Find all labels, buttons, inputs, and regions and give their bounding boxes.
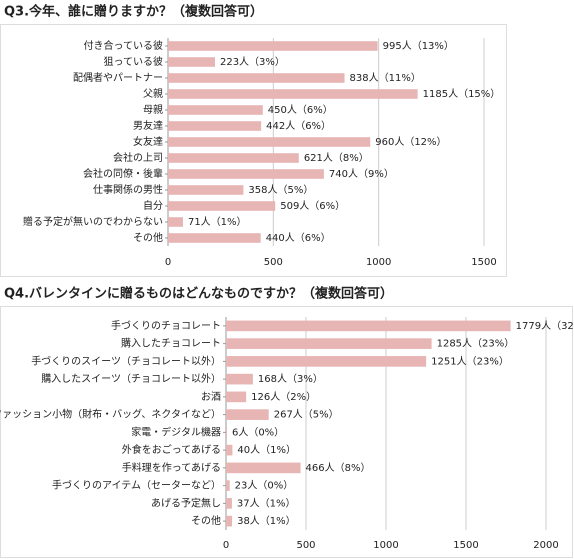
bar (226, 338, 432, 349)
x-tick-label: 2000 (533, 540, 558, 551)
y-tick-label: 贈る予定が無いのでわからない (23, 215, 163, 228)
bar (226, 391, 247, 403)
value-label: 621人（8%） (304, 152, 369, 164)
value-label: 740人（9%） (329, 168, 394, 180)
value-label: 38人（1%） (237, 515, 296, 527)
x-tick-label: 1000 (373, 540, 398, 551)
value-label: 1251人（23%） (431, 355, 509, 367)
x-tick-label: 1500 (471, 257, 496, 268)
value-label: 71人（1%） (188, 216, 247, 228)
y-tick-label: 狙っている彼 (104, 55, 164, 68)
value-label: 6人（0%） (232, 426, 284, 438)
bar (226, 515, 233, 527)
y-tick-label: 外食をおごってあげる (122, 443, 221, 456)
value-label: 466人（8%） (306, 462, 371, 474)
bar (226, 498, 232, 509)
bar (226, 480, 230, 491)
bar (168, 201, 276, 211)
y-tick-label: 女友達 (133, 135, 163, 148)
y-tick-label: お酒 (201, 391, 221, 403)
value-label: 1185人（15%） (423, 88, 501, 100)
value-label: 223人（3%） (220, 56, 285, 68)
bar (168, 105, 263, 115)
bar (168, 233, 261, 243)
x-tick-label: 0 (223, 540, 229, 551)
bar (168, 217, 183, 227)
y-tick-label: 付き合っている彼 (84, 39, 164, 52)
bar (226, 373, 253, 385)
value-label: 450人（6%） (268, 104, 333, 116)
y-tick-label: 配偶者やパートナー (73, 71, 163, 84)
y-tick-label: 母親 (143, 103, 163, 116)
bar (168, 57, 215, 67)
value-label: 1285人（23%） (437, 338, 515, 350)
y-tick-label: 家電・デジタル機器 (131, 425, 221, 438)
bar (168, 121, 262, 131)
y-tick-label: 手料理を作ってあげる (122, 461, 221, 474)
value-label: 838人（11%） (350, 72, 421, 84)
value-label: 168人（3%） (258, 373, 323, 385)
y-tick-label: その他 (191, 514, 221, 527)
y-tick-label: 手づくりのスイーツ（チョコレート以外） (31, 354, 221, 367)
y-tick-label: 父親 (143, 87, 163, 100)
value-label: 358人（5%） (248, 184, 313, 196)
y-tick-label: 会社の上司 (113, 151, 163, 164)
y-tick-label: 手づくりのアイテム（セーターなど） (52, 479, 221, 492)
value-label: 23人（0%） (235, 480, 294, 492)
y-tick-label: 自分 (143, 199, 163, 212)
chart-title: Q3.今年、誰に贈りますか？（複数回答可） (4, 4, 263, 20)
x-tick-label: 1000 (366, 257, 391, 268)
bar (168, 137, 371, 147)
y-tick-label: 手づくりのチョコレート (111, 319, 221, 332)
panel-frame (0, 306, 573, 558)
bar (226, 356, 427, 367)
bar (226, 462, 301, 474)
bar (168, 41, 378, 51)
y-tick-label: あげる予定無し (151, 496, 221, 509)
y-tick-label: 購入したチョコレート (121, 337, 221, 350)
value-label: 442人（6%） (266, 120, 331, 132)
x-tick-label: 0 (165, 257, 171, 268)
panel-frame (0, 24, 507, 277)
x-tick-label: 500 (264, 257, 283, 268)
value-label: 440人（6%） (266, 232, 331, 244)
bar (226, 320, 511, 332)
y-tick-label: 購入したスイーツ（チョコレート以外） (41, 372, 221, 385)
y-tick-label: 男友達 (133, 119, 163, 132)
value-label: 509人（6%） (280, 200, 345, 212)
value-label: 37人（1%） (237, 497, 296, 509)
y-tick-label: 会社の同僚・後輩 (83, 167, 163, 180)
bar (168, 185, 244, 195)
value-label: 995人（13%） (383, 40, 454, 52)
x-tick-label: 500 (296, 540, 315, 551)
chart-title: Q4.バレンタインに贈るものはどんなものですか？（複数回答可） (4, 286, 393, 302)
bar (168, 89, 418, 99)
y-tick-label: ファッション小物（財布・バッグ、ネクタイなど） (0, 408, 221, 421)
bar (226, 409, 269, 420)
y-tick-label: 仕事関係の男性 (93, 183, 163, 196)
bar (168, 73, 345, 83)
y-tick-label: その他 (133, 231, 163, 244)
bar (168, 169, 324, 179)
value-label: 40人（1%） (237, 444, 296, 456)
bar (168, 153, 299, 163)
bar (226, 427, 227, 438)
value-label: 1779人（32%） (516, 320, 574, 332)
value-label: 267人（5%） (274, 409, 339, 421)
value-label: 960人（12%） (375, 136, 446, 148)
x-tick-label: 1500 (453, 540, 478, 551)
bar (226, 444, 233, 456)
value-label: 126人（2%） (251, 391, 316, 403)
